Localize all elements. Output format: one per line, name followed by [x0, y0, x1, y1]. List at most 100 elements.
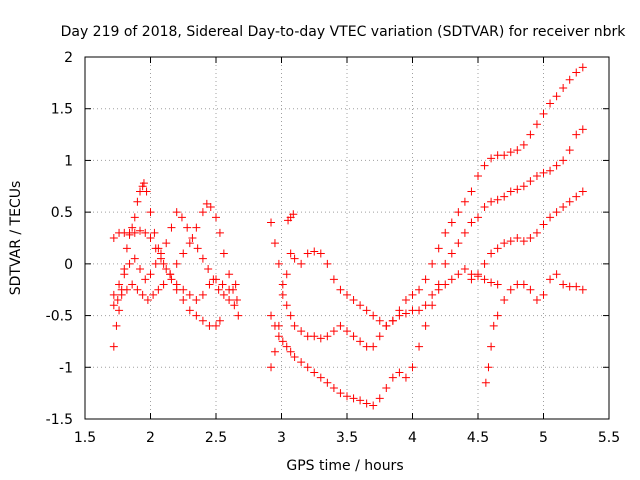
data-point	[167, 223, 176, 232]
x-tick-label: 5.5	[598, 430, 620, 446]
data-point	[209, 275, 218, 284]
data-point	[487, 342, 496, 351]
data-point	[500, 296, 509, 305]
data-point	[447, 275, 456, 284]
data-point	[122, 285, 131, 294]
data-point	[143, 296, 152, 305]
data-point	[369, 342, 378, 351]
data-point	[278, 290, 287, 299]
data-point	[559, 156, 568, 165]
data-point	[460, 265, 469, 274]
data-point	[460, 197, 469, 206]
data-point	[136, 265, 145, 274]
data-point	[188, 234, 197, 242]
data-point	[532, 120, 541, 129]
data-point	[120, 270, 129, 279]
y-tick-label: 1	[64, 153, 73, 169]
data-point	[487, 154, 496, 163]
data-point	[139, 179, 148, 188]
chart-title: Day 219 of 2018, Sidereal Day-to-day VTE…	[61, 24, 627, 40]
data-point	[310, 247, 319, 256]
data-point	[159, 259, 168, 268]
data-point	[219, 290, 228, 299]
grid-lines	[85, 57, 609, 419]
data-point	[198, 290, 207, 299]
data-point	[109, 342, 118, 351]
data-point	[128, 223, 137, 232]
data-point	[274, 332, 283, 341]
data-point	[532, 296, 541, 305]
data-point	[212, 321, 220, 330]
x-tick-label: 1.5	[74, 430, 96, 446]
data-point	[578, 285, 587, 294]
data-point	[513, 146, 522, 155]
data-point	[270, 347, 279, 356]
data-point	[356, 337, 365, 346]
data-point	[192, 296, 201, 305]
data-point	[546, 99, 555, 108]
data-point	[290, 352, 299, 361]
data-point	[552, 208, 561, 217]
data-point	[151, 244, 160, 253]
data-point	[552, 92, 561, 101]
data-point	[125, 259, 134, 268]
data-point	[382, 321, 391, 330]
data-point	[428, 290, 437, 299]
data-point	[526, 177, 535, 186]
data-point	[162, 239, 171, 248]
data-point	[130, 254, 139, 263]
data-point	[128, 280, 137, 289]
data-point	[441, 259, 450, 268]
y-tick-label: -1	[59, 360, 73, 376]
data-point	[316, 249, 325, 258]
data-point	[329, 383, 338, 392]
data-point	[270, 239, 279, 248]
data-point	[572, 282, 581, 291]
data-point	[467, 275, 476, 284]
data-markers	[109, 63, 587, 410]
data-point	[151, 259, 160, 268]
data-point	[138, 290, 147, 299]
data-point	[225, 270, 234, 279]
y-tick-labels: -1.5 -1 -0.5 0 0.5 1 1.5 2	[46, 50, 73, 428]
data-point	[185, 306, 194, 315]
data-point	[493, 311, 502, 320]
data-point	[146, 234, 155, 242]
series-track-3	[109, 226, 224, 330]
series-track-8	[284, 210, 298, 225]
data-point	[572, 68, 581, 77]
data-point	[234, 311, 243, 320]
data-point	[323, 378, 332, 387]
data-point	[539, 290, 548, 299]
x-tick-label: 2	[146, 430, 155, 446]
data-point	[204, 265, 213, 274]
data-point	[565, 197, 574, 206]
data-point	[428, 259, 437, 268]
data-point	[172, 259, 181, 268]
data-point	[401, 373, 410, 382]
data-point	[487, 197, 496, 206]
data-point	[185, 290, 194, 299]
data-point	[454, 208, 463, 217]
data-point	[162, 265, 171, 274]
data-point	[154, 285, 163, 294]
data-point	[133, 285, 142, 294]
data-point	[552, 270, 561, 279]
data-point	[546, 275, 555, 284]
data-point	[329, 327, 338, 336]
data-point	[349, 296, 358, 305]
x-tick-label: 4.5	[467, 430, 489, 446]
data-point	[193, 244, 202, 253]
data-point	[474, 171, 482, 180]
data-point	[282, 301, 291, 310]
y-tick-label: 0.5	[51, 205, 73, 221]
data-point	[159, 280, 168, 289]
data-point	[578, 125, 587, 134]
data-point	[117, 290, 126, 299]
data-point	[565, 146, 574, 155]
data-point	[215, 316, 224, 325]
data-point	[434, 244, 443, 253]
data-point	[183, 223, 192, 232]
x-tick-label: 3.5	[336, 430, 358, 446]
